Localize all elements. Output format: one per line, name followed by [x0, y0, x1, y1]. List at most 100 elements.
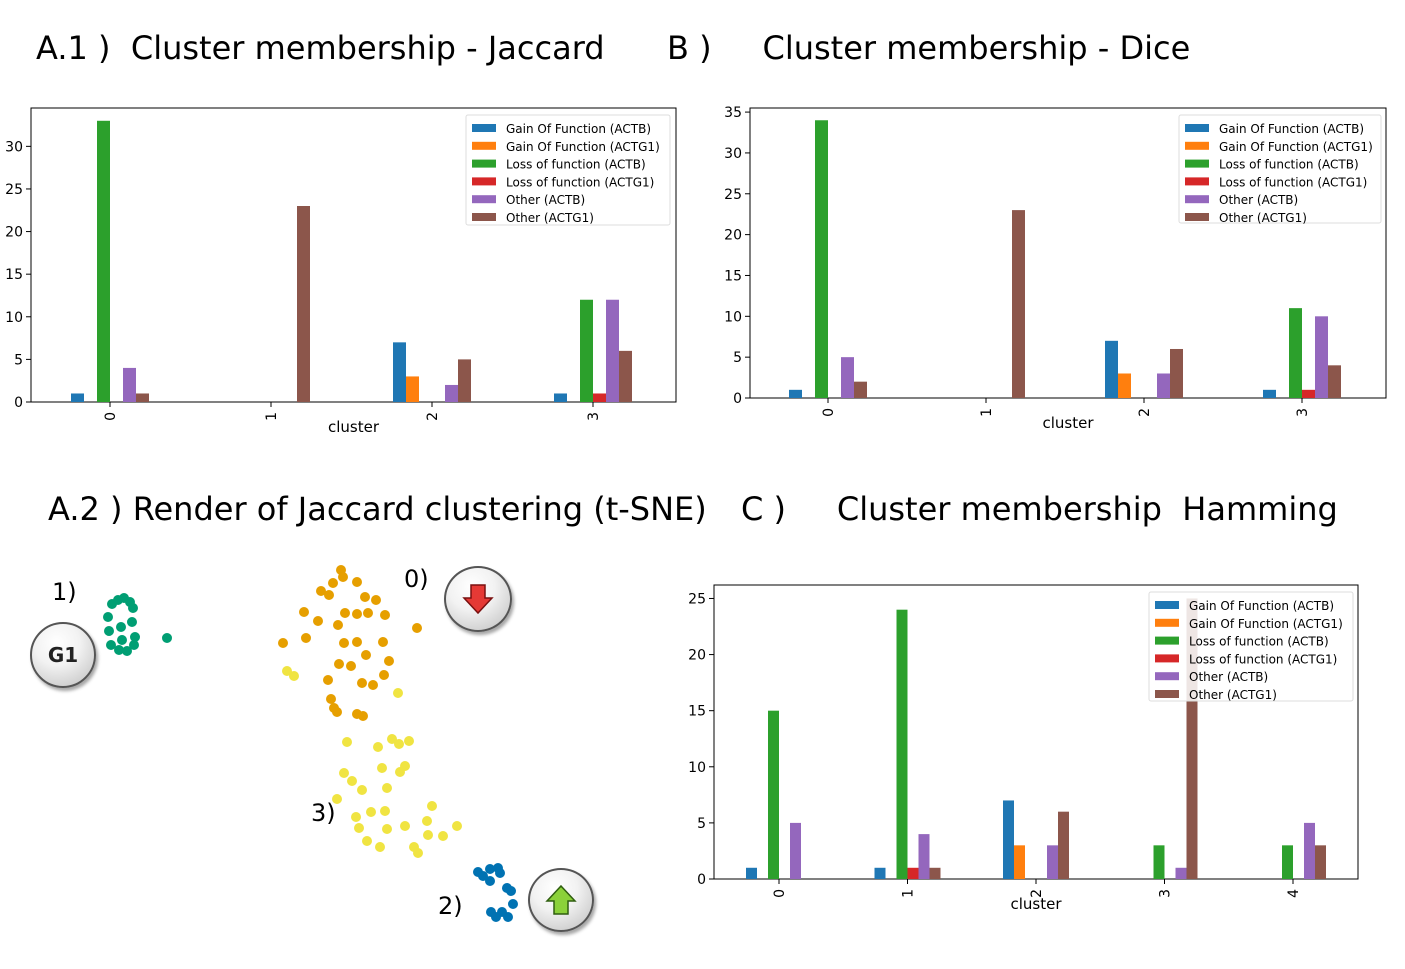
tsne-point — [357, 785, 367, 795]
x-tick-label: 0 — [103, 412, 119, 421]
legend-box — [465, 114, 671, 226]
plot-frame — [749, 107, 1387, 399]
tsne-point — [373, 742, 383, 752]
y-tick-label: 20 — [5, 225, 23, 241]
bar — [619, 350, 632, 402]
legend-swatch — [1185, 195, 1209, 204]
legend-entry: Other (ACTB) — [1219, 193, 1298, 207]
bar — [593, 393, 606, 402]
panel-b-title: B ) Cluster membership - Dice — [667, 32, 1190, 64]
y-tick-label: 10 — [5, 310, 23, 326]
bar — [907, 867, 919, 879]
tsne-point — [495, 868, 505, 878]
tsne-point — [395, 767, 405, 777]
green-up-arrow-icon — [545, 884, 577, 915]
legend-entry: Loss of function (ACTG1) — [1219, 175, 1367, 189]
bar — [1170, 348, 1183, 398]
tsne-point — [506, 886, 516, 896]
tsne-point — [326, 694, 336, 704]
legend-entry: Gain Of Function (ACTG1) — [506, 140, 660, 154]
tsne-point — [452, 821, 462, 831]
bar — [1302, 389, 1315, 398]
g1-button-label: G1 — [47, 643, 79, 667]
tsne-point — [393, 688, 403, 698]
up-button[interactable] — [528, 868, 594, 932]
tsne-point — [384, 656, 394, 666]
x-tick-label: 2 — [1029, 889, 1045, 898]
legend-swatch — [1185, 213, 1209, 221]
tsne-point — [357, 678, 367, 688]
tsne-label-cluster-1: 1) — [52, 578, 77, 606]
tsne-label-cluster-2: 2) — [438, 892, 463, 920]
y-tick-label: 5 — [697, 816, 706, 832]
bar — [1315, 316, 1328, 398]
panel-a2-title: A.2 ) Render of Jaccard clustering (t-SN… — [48, 493, 707, 525]
legend-entry: Other (ACTG1) — [506, 211, 594, 225]
tsne-point — [130, 632, 140, 642]
y-tick-label: 0 — [733, 391, 742, 407]
tsne-point — [106, 640, 116, 650]
bar — [1058, 811, 1069, 879]
bar — [854, 381, 867, 398]
x-tick-label: 2 — [1137, 408, 1153, 417]
legend-entry: Gain Of Function (ACTB) — [1189, 599, 1334, 613]
bar — [123, 367, 136, 402]
tsne-point — [339, 768, 349, 778]
bar — [1047, 845, 1058, 879]
tsne-point — [323, 675, 333, 685]
tsne-point — [380, 610, 390, 620]
bar — [97, 120, 110, 403]
bar — [1157, 373, 1170, 398]
bar — [1153, 845, 1165, 879]
tsne-point — [352, 609, 362, 619]
legend-entry: Loss of function (ACTG1) — [506, 175, 654, 189]
bar — [874, 867, 886, 879]
down-button[interactable] — [444, 566, 512, 632]
legend-swatch — [1185, 141, 1209, 150]
bar — [1186, 598, 1198, 879]
g1-button[interactable]: G1 — [30, 622, 96, 688]
bar — [71, 393, 84, 402]
tsne-point — [387, 734, 397, 744]
tsne-point — [379, 670, 389, 680]
tsne-point — [358, 711, 368, 721]
tsne-point — [503, 912, 513, 922]
tsne-point — [328, 578, 338, 588]
y-tick-label: 25 — [688, 591, 706, 607]
tsne-point — [278, 638, 288, 648]
legend-entry: Other (ACTG1) — [1189, 688, 1277, 702]
tsne-point — [422, 816, 432, 826]
bar — [768, 710, 779, 879]
tsne-point — [301, 633, 311, 643]
legend-swatch — [1155, 672, 1179, 681]
tsne-point — [333, 620, 343, 630]
tsne-point — [122, 646, 132, 656]
red-down-arrow-icon — [462, 584, 494, 615]
x-tick-label: 3 — [1295, 408, 1311, 417]
bar — [896, 609, 908, 879]
x-tick-label: 0 — [821, 408, 837, 417]
bar — [746, 867, 757, 879]
tsne-point — [334, 659, 344, 669]
tsne-point — [362, 836, 372, 846]
y-tick-label: 20 — [688, 648, 706, 664]
tsne-point — [103, 612, 113, 622]
bar — [580, 299, 593, 402]
tsne-point — [382, 783, 392, 793]
panel-c-title: C ) Cluster membership Hamming — [741, 493, 1338, 525]
tsne-point — [404, 736, 414, 746]
tsne-point — [400, 821, 410, 831]
x-tick-label: 1 — [979, 408, 995, 417]
legend-swatch — [1155, 690, 1179, 698]
x-axis-label: cluster — [1010, 895, 1062, 913]
bar — [790, 822, 801, 879]
bar — [1282, 845, 1293, 879]
legend-entry: Gain Of Function (ACTB) — [506, 122, 651, 136]
x-tick-label: 3 — [1158, 889, 1174, 898]
legend-entry: Other (ACTG1) — [1219, 211, 1307, 225]
y-tick-label: 35 — [724, 105, 742, 121]
bar — [297, 206, 310, 402]
x-tick-label: 4 — [1286, 889, 1302, 898]
tsne-point — [375, 842, 385, 852]
